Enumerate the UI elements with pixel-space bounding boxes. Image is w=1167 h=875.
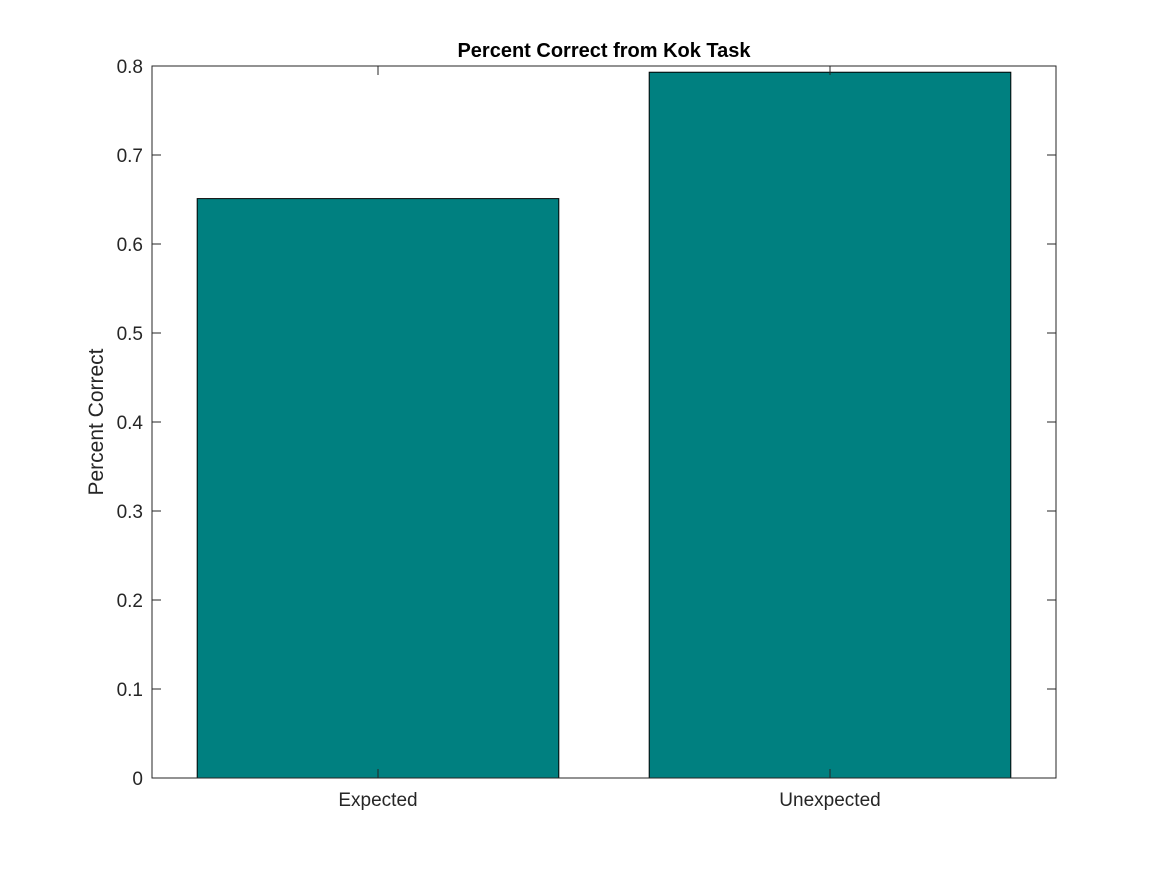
y-tick-label: 0.5 (117, 324, 143, 345)
bars-layer (196, 71, 1012, 779)
y-axis-label: Percent Correct (85, 348, 108, 495)
y-tick-label: 0.8 (117, 57, 143, 78)
tick-labels-layer: 0 0.1 0.2 0.3 0.4 0.5 0.6 0.7 0.8 Expected Unexpec… (117, 57, 881, 811)
y-tick-label: 0 (132, 769, 143, 790)
y-tick-label: 0.6 (117, 235, 143, 256)
y-tick-label: 0.1 (117, 680, 143, 701)
y-tick-label: 0.4 (117, 413, 144, 434)
chart-title: Percent Correct from Kok Task (457, 40, 751, 62)
x-tick-label-expected: Expected (338, 790, 417, 811)
bar-expected (196, 198, 560, 779)
y-tick-label: 0.3 (117, 502, 143, 523)
y-tick-label: 0.2 (117, 591, 143, 612)
bar-unexpected (648, 71, 1012, 779)
plot-area-box (151, 65, 1057, 779)
y-tick-label: 0.7 (117, 146, 143, 167)
x-tick-label-unexpected: Unexpected (779, 790, 880, 811)
